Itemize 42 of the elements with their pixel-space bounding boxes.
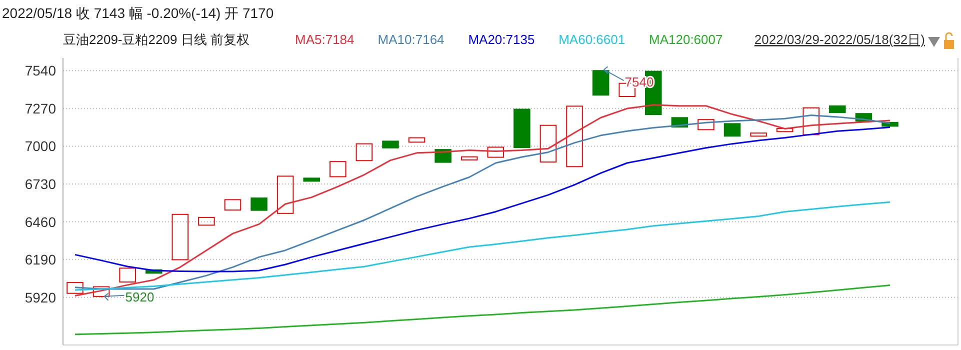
candlestick [487,146,504,158]
text: 2022/03/29-2022/05/18(32日) [754,32,925,47]
chart-subtitle: 豆油2209-豆粕2209 日线 前复权 [63,32,250,47]
y-tick-label: 6460 [24,214,56,230]
candlestick [119,268,136,282]
y-tick-label: 7540 [24,62,56,79]
line-series [74,201,891,291]
text: MA120:6007 [649,32,723,47]
candlestick [540,124,557,163]
candlestick [330,161,346,178]
candlestick [250,198,268,211]
candlestick [592,70,610,96]
line-series [74,126,891,272]
line-series [74,284,891,336]
candlestick [460,156,478,160]
y-tick-label: 7270 [24,100,56,116]
y-tick-label: 6730 [24,176,56,192]
y-tick-label: 7000 [24,138,56,154]
candlestick [698,119,714,130]
candlestick [172,214,189,260]
candlestick [514,108,530,148]
text: MA10:7164 [378,32,444,47]
candlestick [224,199,242,211]
chart-title: 2022/05/18 收 7143 幅 -0.20%(-14) 开 7170 [2,5,274,21]
text: MA20:7135 [468,32,535,47]
candlestick [303,178,320,182]
candlestick [198,216,215,226]
text: MA5:7184 [295,32,354,47]
text: MA60:6601 [558,32,626,47]
candlestick [724,123,741,137]
candlestick [750,132,767,137]
candlestick [829,105,846,114]
candlestick [408,137,426,143]
y-tick-label: 5920 [24,289,56,306]
candlestick [566,106,583,168]
annotation: 5920 [125,289,154,304]
candlestick [802,107,820,136]
candlestick [356,143,373,162]
candlestick [66,282,84,294]
candlestick [382,140,399,148]
y-tick-label: 6190 [24,252,56,268]
candlestick [276,176,294,214]
